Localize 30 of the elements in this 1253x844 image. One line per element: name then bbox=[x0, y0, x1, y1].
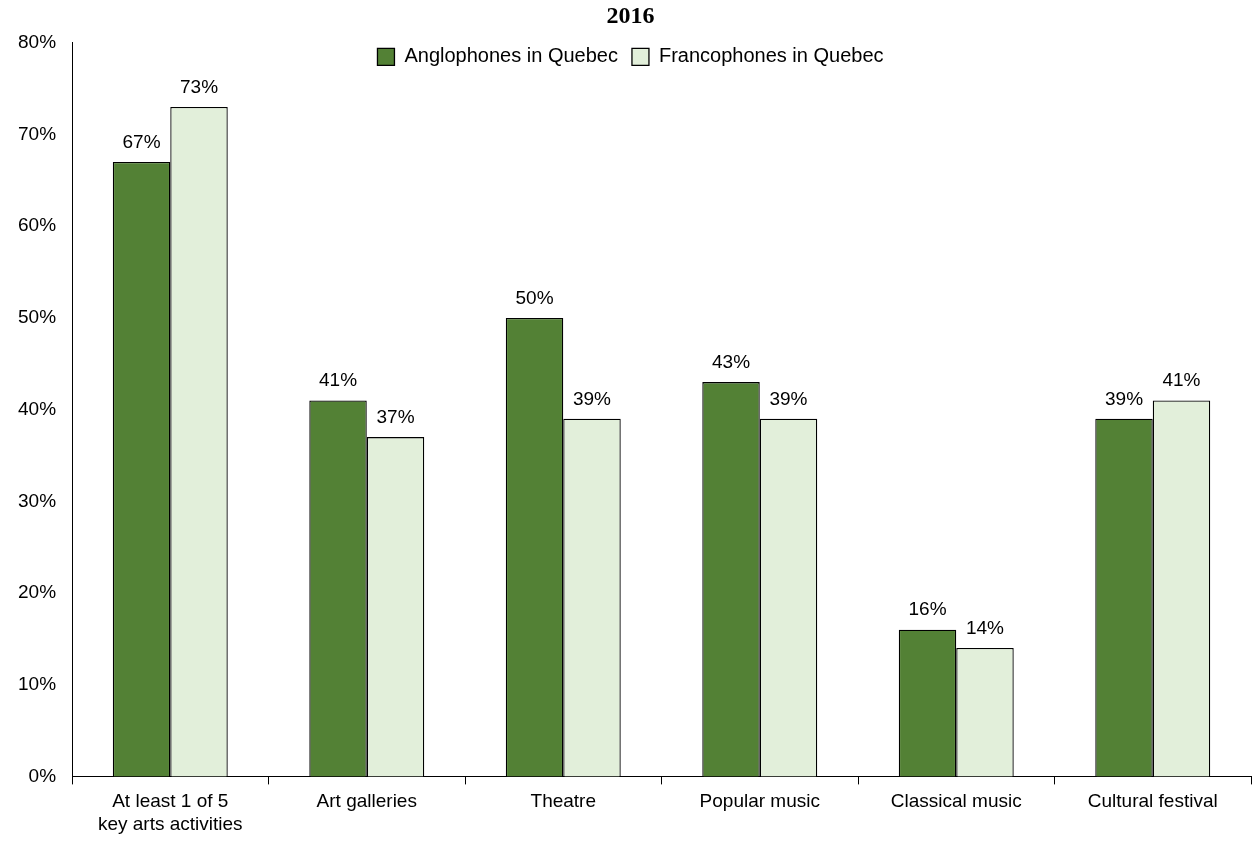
data-label: 41% bbox=[319, 369, 358, 391]
data-label: 41% bbox=[1162, 369, 1201, 391]
legend-label: Anglophones in Quebec bbox=[404, 44, 618, 67]
x-tick-label: Popular music bbox=[699, 790, 820, 812]
y-tick-label: 80% bbox=[18, 31, 57, 53]
y-tick-label: 20% bbox=[18, 581, 57, 603]
chart-title: 2016 bbox=[606, 1, 655, 28]
x-tick-label: Classical music bbox=[890, 790, 1022, 812]
data-label: 73% bbox=[180, 75, 219, 97]
y-tick-label: 10% bbox=[18, 672, 57, 694]
data-label: 43% bbox=[712, 350, 751, 372]
x-tick-label: Theatre bbox=[530, 790, 597, 812]
data-label: 16% bbox=[908, 598, 947, 620]
data-label: 39% bbox=[572, 387, 612, 409]
data-label: 50% bbox=[515, 286, 554, 308]
x-tick-label: Art galleries bbox=[316, 790, 417, 812]
data-label: 14% bbox=[965, 616, 1005, 638]
y-tick-label: 50% bbox=[18, 306, 57, 328]
y-tick-label: 60% bbox=[18, 214, 57, 236]
x-tick-label: At least 1 of 5 key arts activities bbox=[97, 790, 243, 834]
y-tick-label: 0% bbox=[28, 764, 57, 786]
x-tick-label: Cultural festival bbox=[1087, 790, 1218, 812]
legend-label: Francophones in Quebec bbox=[658, 44, 884, 67]
data-label: 37% bbox=[376, 405, 415, 427]
y-tick-label: 40% bbox=[18, 397, 57, 419]
y-tick-label: 30% bbox=[18, 489, 57, 511]
data-label: 67% bbox=[122, 130, 161, 152]
data-label: 39% bbox=[769, 387, 808, 409]
data-label: 39% bbox=[1105, 387, 1144, 409]
y-tick-label: 70% bbox=[18, 122, 57, 144]
